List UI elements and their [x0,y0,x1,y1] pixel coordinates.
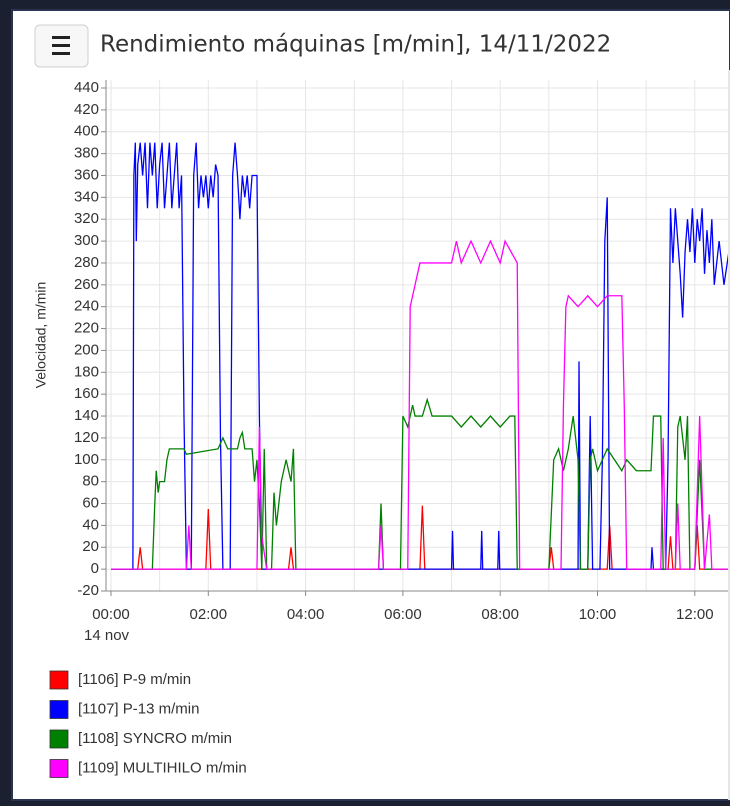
y-tick-label: 400 [74,123,99,140]
series-line [111,142,728,570]
legend-label: [1107] P-13 m/min [78,700,199,717]
legend-swatch [49,670,69,690]
chart-title: Rendimiento máquinas [m/min], 14/11/2022 [100,32,611,58]
y-tick-label: 440 [74,79,99,96]
y-tick-label: 140 [74,407,99,424]
x-tick-label: 12:00 [676,606,714,623]
legend-swatch [49,759,69,778]
y-tick-label: 280 [74,254,99,271]
y-tick-label: 20 [82,538,99,555]
scrollbar [728,70,730,800]
y-tick-label: 420 [74,101,99,118]
x-tick-label: 02:00 [190,606,228,623]
legend-swatch [49,729,69,749]
legend-label: [1108] SYNCRO m/min [78,730,232,747]
y-tick-label: 360 [74,166,99,183]
y-tick-label: 100 [74,451,99,468]
x-tick-label: 04:00 [287,606,325,623]
series-line [111,397,728,570]
x-tick-label: 00:00 [92,606,130,623]
y-tick-label: 220 [74,320,99,337]
y-tick-label: 240 [74,298,99,315]
y-tick-label: 260 [74,276,99,293]
y-tick-label: -20 [77,582,99,599]
y-tick-label: 180 [74,363,99,380]
y-tick-label: 300 [74,232,99,249]
y-tick-label: 0 [91,560,99,577]
y-tick-label: 40 [82,516,99,533]
y-axis-label: Velocidad, m/min [33,282,49,389]
legend-label: [1109] MULTIHILO m/min [78,759,247,776]
y-tick-label: 160 [74,385,99,402]
menu-button[interactable] [34,24,89,68]
x-tick-label: 10:00 [579,606,617,623]
y-tick-label: 380 [74,145,99,162]
y-tick-label: 120 [74,429,99,446]
y-tick-label: 60 [82,494,99,511]
date-label: 14 nov [84,627,130,644]
x-tick-label: 08:00 [481,606,519,623]
y-tick-label: 200 [74,341,99,358]
legend-swatch [49,700,69,719]
series-line [111,239,728,570]
plot-area [111,142,728,570]
x-tick-label: 06:00 [384,606,422,623]
y-tick-label: 320 [74,210,99,227]
panel [11,9,730,801]
legend-label: [1106] P-9 m/min [78,671,191,688]
y-tick-label: 80 [82,473,99,490]
y-tick-label: 340 [74,188,99,205]
